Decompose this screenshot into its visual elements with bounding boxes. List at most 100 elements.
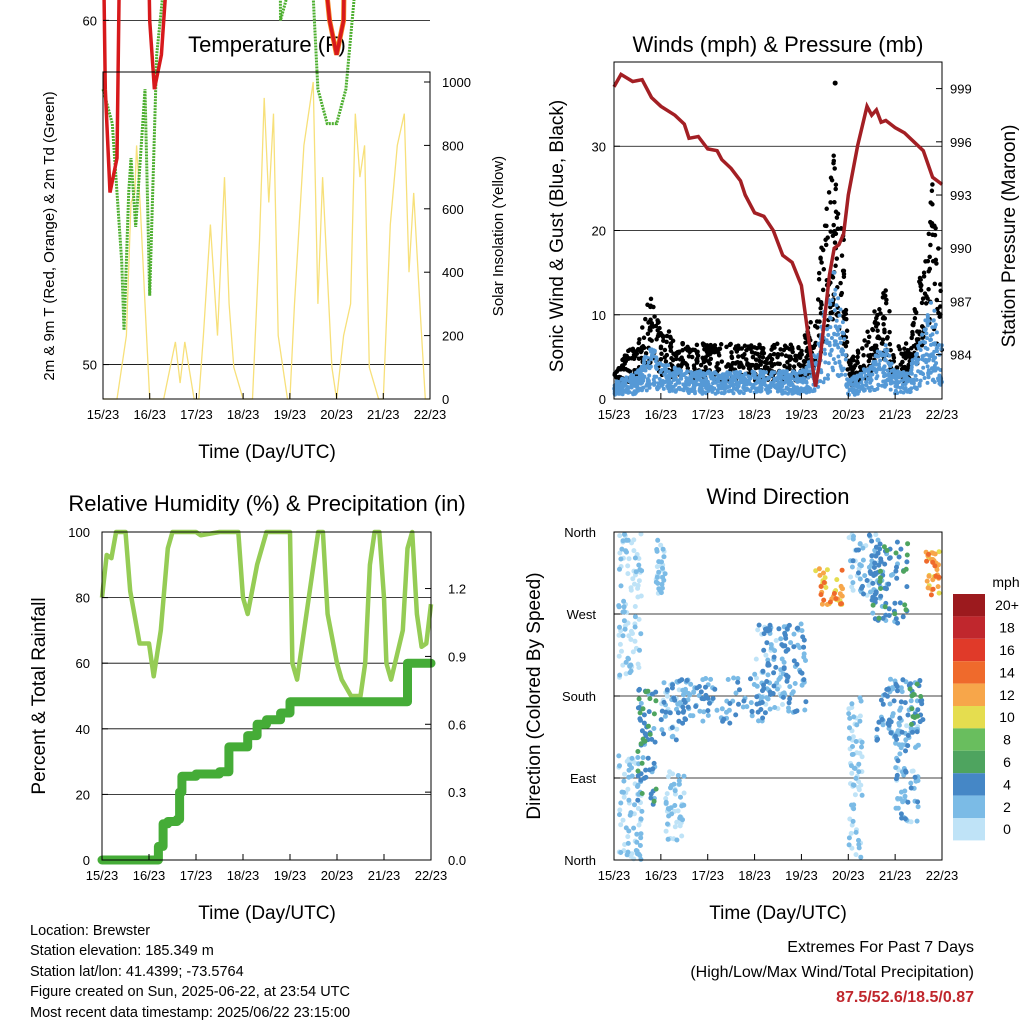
temp-2m-line bbox=[102, 0, 346, 193]
y-tick-label: 20 bbox=[592, 224, 606, 239]
y2-tick-label: 0.3 bbox=[448, 785, 466, 800]
extremes-values: 87.5/52.6/18.5/0.87 bbox=[836, 989, 974, 1006]
y-tick-label: South bbox=[562, 689, 596, 704]
temperature-frame bbox=[102, 71, 431, 400]
figure-created: Figure created on Sun, 2025-06-22, at 23… bbox=[30, 984, 350, 1001]
x-tick-label: 16/23 bbox=[133, 868, 166, 883]
colorbar-label: 8 bbox=[1003, 732, 1011, 748]
station-latlon: Station lat/lon: 41.4399; -73.5764 bbox=[30, 963, 244, 980]
extremes-subtitle: (High/Low/Max Wind/Total Precipitation) bbox=[690, 964, 974, 981]
colorbar-label: 10 bbox=[999, 709, 1015, 725]
x-tick-label: 15/23 bbox=[598, 868, 631, 883]
y-tick-label: 0 bbox=[599, 392, 606, 407]
colorbar-label: 18 bbox=[999, 620, 1015, 636]
x-tick-label: 20/23 bbox=[832, 868, 865, 883]
y2-tick-label: 1000 bbox=[442, 75, 471, 90]
x-tick-label: 15/23 bbox=[86, 868, 119, 883]
colorbar-label: 0 bbox=[1003, 821, 1011, 837]
humidity-line bbox=[99, 529, 434, 699]
y2-tick-label: 987 bbox=[950, 294, 972, 309]
temperature-panel: Temperature (F) 15/23 16/23 17/23 18/23 19/2… bbox=[41, 0, 507, 463]
y-tick-label: North bbox=[564, 525, 596, 540]
x-tick-label: 16/23 bbox=[645, 868, 678, 883]
x-tick-label: 19/23 bbox=[274, 407, 307, 422]
humidity-title: Relative Humidity (%) & Precipitation (i… bbox=[68, 491, 465, 516]
x-tick-label: 22/23 bbox=[415, 868, 448, 883]
extremes-box: Extremes For Past 7 Days (High/Low/Max W… bbox=[690, 935, 974, 1010]
direction-ylabel: Direction (Colored By Speed) bbox=[524, 572, 545, 819]
x-tick-label: 20/23 bbox=[832, 407, 865, 422]
y-tick-label: 60 bbox=[83, 13, 97, 28]
y2-tick-label: 984 bbox=[950, 348, 972, 363]
extremes-title: Extremes For Past 7 Days bbox=[787, 939, 974, 956]
x-tick-label: 19/23 bbox=[785, 407, 818, 422]
x-tick-label: 21/23 bbox=[879, 868, 912, 883]
colorbar-swatch bbox=[953, 750, 985, 774]
y2-tick-label: 999 bbox=[950, 82, 972, 97]
speed-colorbar: mph 20+ 18 16 14 12 10 8 6 4 2 0 bbox=[953, 574, 1020, 841]
station-elevation: Station elevation: 185.349 m bbox=[30, 943, 214, 960]
y-tick-label: 100 bbox=[68, 525, 90, 540]
colorbar-swatch bbox=[953, 773, 985, 796]
pressure-ylabel: Station Pressure (Maroon) bbox=[999, 125, 1020, 348]
direction-points bbox=[818, 551, 942, 607]
y2-tick-label: 1.2 bbox=[448, 582, 466, 597]
colorbar-label: 12 bbox=[999, 687, 1015, 703]
colorbar-swatch bbox=[953, 683, 985, 706]
x-tick-label: 15/23 bbox=[87, 407, 120, 422]
direction-points bbox=[635, 541, 924, 804]
temperature-xlabel: Time (Day/UTC) bbox=[198, 442, 336, 463]
winds-xlabel: Time (Day/UTC) bbox=[709, 442, 847, 463]
winds-ylabel: Sonic Wind & Gust (Blue, Black) bbox=[547, 100, 568, 372]
colorbar-swatch bbox=[953, 594, 985, 617]
winds-title: Winds (mph) & Pressure (mb) bbox=[633, 32, 924, 57]
x-tick-label: 17/23 bbox=[180, 868, 213, 883]
y2-tick-label: 200 bbox=[442, 329, 464, 344]
colorbar-label: 6 bbox=[1003, 754, 1011, 770]
colorbar-swatch bbox=[953, 818, 985, 841]
gust-points bbox=[612, 153, 945, 389]
humidity-panel: Relative Humidity (%) & Precipitation (i… bbox=[29, 491, 466, 924]
x-tick-label: 19/23 bbox=[785, 868, 818, 883]
colorbar-swatch bbox=[953, 661, 985, 684]
pressure-line bbox=[612, 71, 944, 387]
y-tick-label: 50 bbox=[83, 358, 97, 373]
x-tick-label: 22/23 bbox=[926, 868, 959, 883]
x-tick-label: 17/23 bbox=[180, 407, 213, 422]
y-tick-label: East bbox=[570, 771, 596, 786]
y2-tick-label: 0.6 bbox=[448, 717, 466, 732]
x-tick-label: 18/23 bbox=[227, 407, 260, 422]
y-tick-label: West bbox=[567, 607, 597, 622]
station-location: Location: Brewster bbox=[30, 923, 151, 939]
colorbar-label: 4 bbox=[1003, 776, 1011, 792]
y-tick-label: 80 bbox=[76, 591, 90, 606]
colorbar-swatch bbox=[953, 616, 985, 639]
x-tick-label: 22/23 bbox=[414, 407, 447, 422]
direction-title: Wind Direction bbox=[706, 484, 849, 509]
y-tick-label: 10 bbox=[592, 308, 606, 323]
y2-tick-label: 0.9 bbox=[448, 649, 466, 664]
humidity-frame bbox=[101, 531, 432, 861]
direction-panel: Wind Direction 15/23 16/23 17/23 18/23 19/23… bbox=[524, 484, 1020, 924]
y2-tick-label: 400 bbox=[442, 265, 464, 280]
humidity-ylabel: Percent & Total Rainfall bbox=[29, 597, 50, 794]
gust-max-point bbox=[832, 80, 838, 86]
x-tick-label: 20/23 bbox=[320, 407, 353, 422]
colorbar-label: 14 bbox=[999, 664, 1015, 680]
y2-tick-label: 0 bbox=[442, 392, 449, 407]
y-tick-label: 30 bbox=[592, 139, 606, 154]
solar-ylabel: Solar Insolation (Yellow) bbox=[490, 156, 507, 316]
x-tick-label: 16/23 bbox=[645, 407, 678, 422]
x-tick-label: 18/23 bbox=[227, 868, 260, 883]
x-tick-label: 18/23 bbox=[738, 868, 771, 883]
x-tick-label: 15/23 bbox=[598, 407, 631, 422]
y2-tick-label: 600 bbox=[442, 202, 464, 217]
x-tick-label: 21/23 bbox=[879, 407, 912, 422]
y-tick-label: 20 bbox=[76, 787, 90, 802]
y-tick-label: 60 bbox=[76, 656, 90, 671]
colorbar-unit: mph bbox=[992, 574, 1019, 590]
y2-tick-label: 996 bbox=[950, 135, 972, 150]
x-tick-label: 21/23 bbox=[367, 407, 400, 422]
winds-panel: Winds (mph) & Pressure (mb) 15/23 16/23 17… bbox=[547, 32, 1020, 463]
